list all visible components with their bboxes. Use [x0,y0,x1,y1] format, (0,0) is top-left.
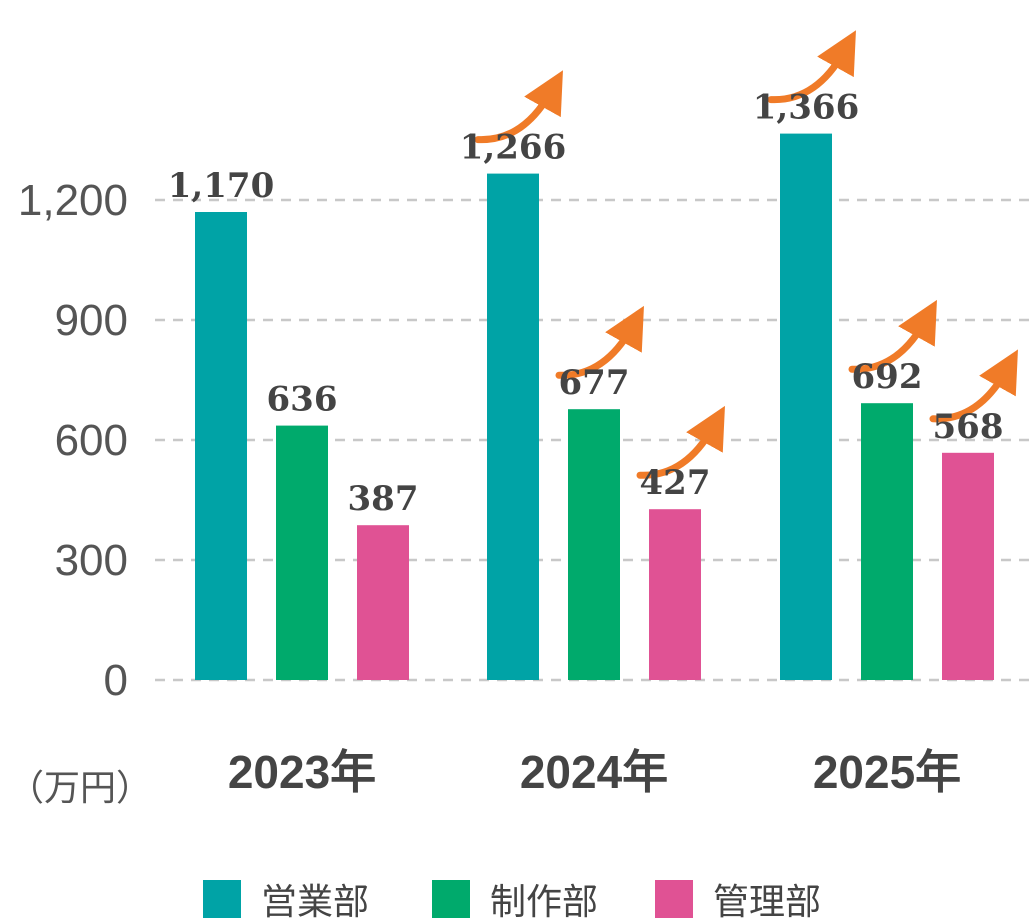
increase-arrow-icon [767,30,856,104]
bar [357,525,409,680]
data-label: 568 [933,407,1004,447]
bar [780,133,832,681]
increase-arrow-icon [929,349,1018,423]
bar [276,425,328,680]
y-tick-label: 600 [55,416,128,465]
y-tick-label: 1,200 [18,176,128,225]
data-label: 636 [267,380,338,420]
bar [861,403,913,680]
x-category-label: 2024年 [520,746,668,798]
y-tick-label: 300 [55,536,128,585]
data-label: 427 [640,463,711,503]
x-category-label: 2023年 [228,746,376,798]
y-axis: 0 300 600 900 1,200 [18,176,128,705]
legend-swatch [655,880,693,918]
data-label: 1,266 [460,128,566,168]
increase-arrow-icon [848,299,937,373]
data-label: 1,366 [753,88,859,128]
legend-label: 管理部 [713,882,821,921]
unit-label: （万円） [8,768,152,809]
x-category-label: 2025年 [813,746,961,798]
y-tick-label: 900 [55,296,128,345]
legend-swatch [203,880,241,918]
bars [195,133,994,681]
bar [487,173,539,680]
data-label: 692 [852,357,923,397]
legend: 営業部 制作部 管理部 [203,880,821,921]
legend-label: 制作部 [490,882,598,921]
increase-arrow-icon [555,305,644,379]
data-label: 1,170 [168,166,274,206]
x-axis: 2023年 2024年 2025年 [228,746,961,798]
increase-arrow-icon [474,70,563,144]
increase-arrows [474,30,1018,479]
legend-label: 営業部 [261,882,369,921]
legend-swatch [432,880,470,918]
bar [649,509,701,680]
y-tick-label: 0 [104,656,128,705]
data-label: 677 [559,363,630,403]
bar [195,212,247,680]
bar [568,409,620,680]
data-label: 387 [348,479,419,519]
bar [942,452,994,680]
increase-arrow-icon [636,405,725,479]
